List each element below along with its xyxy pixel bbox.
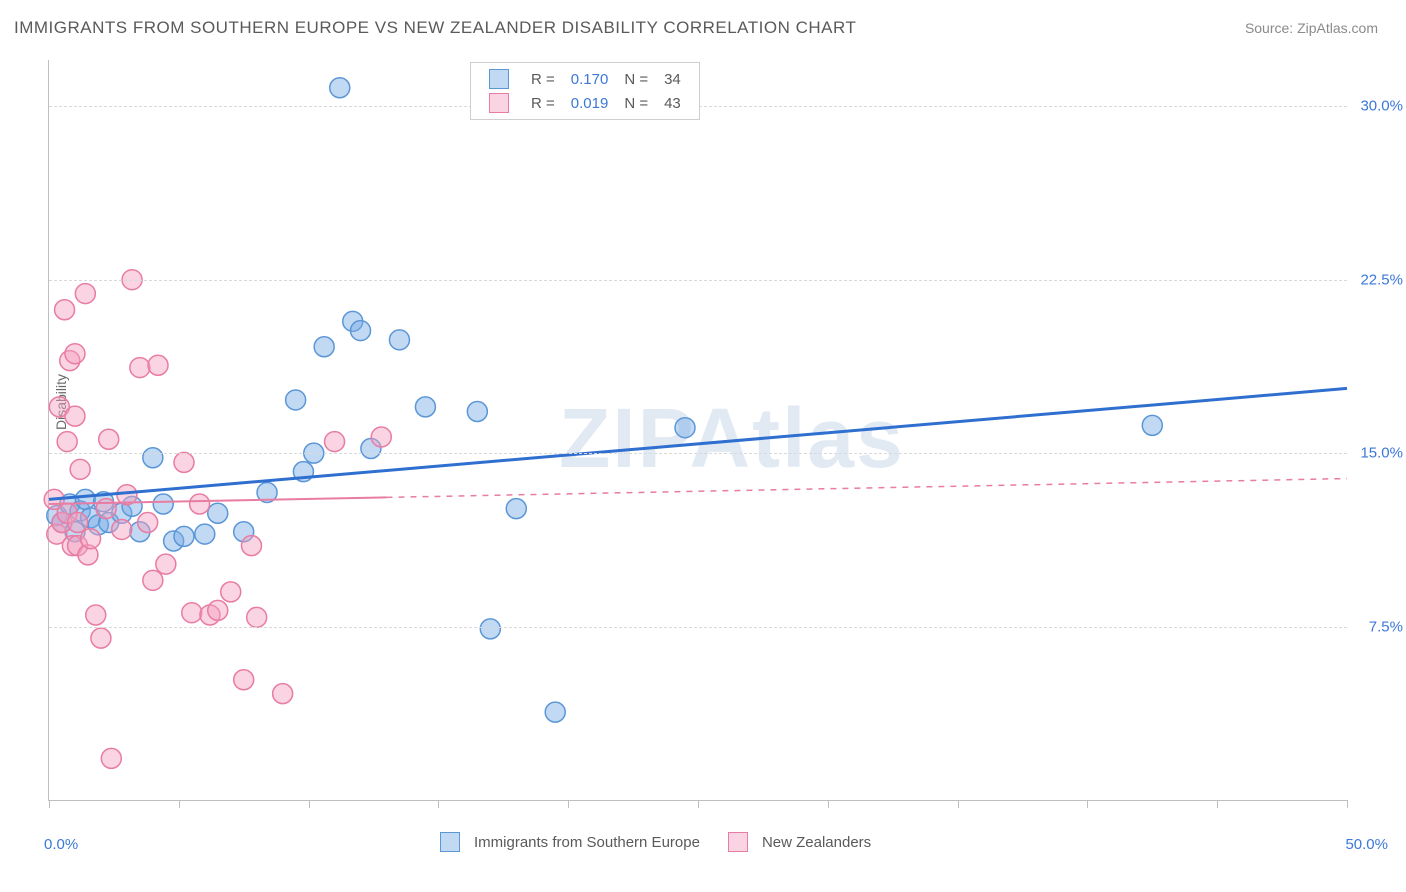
y-tick-label: 22.5% (1353, 271, 1403, 288)
scatter-point (57, 432, 77, 452)
y-tick-label: 7.5% (1353, 618, 1403, 635)
legend-swatch (728, 832, 748, 852)
scatter-point (234, 670, 254, 690)
scatter-point (148, 355, 168, 375)
scatter-point (153, 494, 173, 514)
gridline-h (49, 280, 1347, 281)
x-tick (179, 800, 180, 808)
scatter-point (130, 358, 150, 378)
legend-series-label: New Zealanders (762, 834, 871, 851)
x-tick (828, 800, 829, 808)
legend-swatch (489, 93, 509, 113)
chart-title: IMMIGRANTS FROM SOUTHERN EUROPE VS NEW Z… (14, 18, 856, 38)
gridline-h (49, 627, 1347, 628)
scatter-point (325, 432, 345, 452)
scatter-point (675, 418, 695, 438)
scatter-point (138, 513, 158, 533)
scatter-point (174, 526, 194, 546)
scatter-point (1142, 415, 1162, 435)
scatter-point (506, 499, 526, 519)
scatter-point (156, 554, 176, 574)
scatter-point (65, 344, 85, 364)
legend-n-prefix: N = (616, 67, 656, 91)
chart-svg (49, 60, 1347, 800)
legend-swatch (440, 832, 460, 852)
scatter-point (55, 300, 75, 320)
legend-r-value: 0.170 (563, 67, 617, 91)
scatter-point (65, 406, 85, 426)
scatter-point (286, 390, 306, 410)
legend-r-value: 0.019 (563, 91, 617, 115)
legend-stats-row: R =0.170N =34 (481, 67, 689, 91)
scatter-point (96, 499, 116, 519)
x-tick (1217, 800, 1218, 808)
scatter-point (81, 529, 101, 549)
trend-line (49, 388, 1347, 499)
scatter-point (208, 600, 228, 620)
y-tick-label: 30.0% (1353, 98, 1403, 115)
legend-series: Immigrants from Southern Europe New Zeala… (440, 832, 871, 852)
legend-stats: R =0.170N =34R =0.019N =43 (470, 62, 700, 120)
x-tick (1347, 800, 1348, 808)
scatter-point (99, 429, 119, 449)
x-tick (958, 800, 959, 808)
scatter-point (68, 513, 88, 533)
scatter-point (389, 330, 409, 350)
scatter-point (371, 427, 391, 447)
legend-series-label: Immigrants from Southern Europe (474, 834, 700, 851)
legend-swatch (489, 69, 509, 89)
x-tick (698, 800, 699, 808)
scatter-point (143, 448, 163, 468)
x-min-label: 0.0% (44, 836, 78, 853)
scatter-point (221, 582, 241, 602)
legend-r-prefix: R = (523, 91, 563, 115)
scatter-point (467, 402, 487, 422)
scatter-point (91, 628, 111, 648)
scatter-point (195, 524, 215, 544)
scatter-point (314, 337, 334, 357)
scatter-point (86, 605, 106, 625)
legend-n-value: 43 (656, 91, 689, 115)
scatter-point (101, 748, 121, 768)
source-label: Source: ZipAtlas.com (1245, 20, 1378, 36)
scatter-point (208, 503, 228, 523)
y-tick-label: 15.0% (1353, 445, 1403, 462)
legend-stats-row: R =0.019N =43 (481, 91, 689, 115)
x-tick (49, 800, 50, 808)
legend-series-item: Immigrants from Southern Europe (440, 832, 700, 852)
scatter-point (273, 684, 293, 704)
trend-line-extrapolated (386, 479, 1347, 498)
scatter-point (545, 702, 565, 722)
gridline-h (49, 453, 1347, 454)
legend-n-prefix: N = (616, 91, 656, 115)
x-max-label: 50.0% (1345, 836, 1388, 853)
scatter-point (190, 494, 210, 514)
scatter-point (241, 536, 261, 556)
scatter-point (112, 519, 132, 539)
scatter-point (480, 619, 500, 639)
legend-n-value: 34 (656, 67, 689, 91)
scatter-point (415, 397, 435, 417)
plot-area: Disability ZIPAtlas 7.5%15.0%22.5%30.0% (48, 60, 1347, 801)
scatter-point (143, 570, 163, 590)
x-tick (438, 800, 439, 808)
x-tick (568, 800, 569, 808)
scatter-point (75, 284, 95, 304)
scatter-point (330, 78, 350, 98)
scatter-point (174, 452, 194, 472)
legend-r-prefix: R = (523, 67, 563, 91)
legend-stats-table: R =0.170N =34R =0.019N =43 (481, 67, 689, 115)
scatter-point (70, 459, 90, 479)
x-tick (309, 800, 310, 808)
scatter-point (182, 603, 202, 623)
scatter-point (75, 489, 95, 509)
scatter-point (351, 321, 371, 341)
x-tick (1087, 800, 1088, 808)
legend-series-item: New Zealanders (728, 832, 871, 852)
scatter-point (247, 607, 267, 627)
